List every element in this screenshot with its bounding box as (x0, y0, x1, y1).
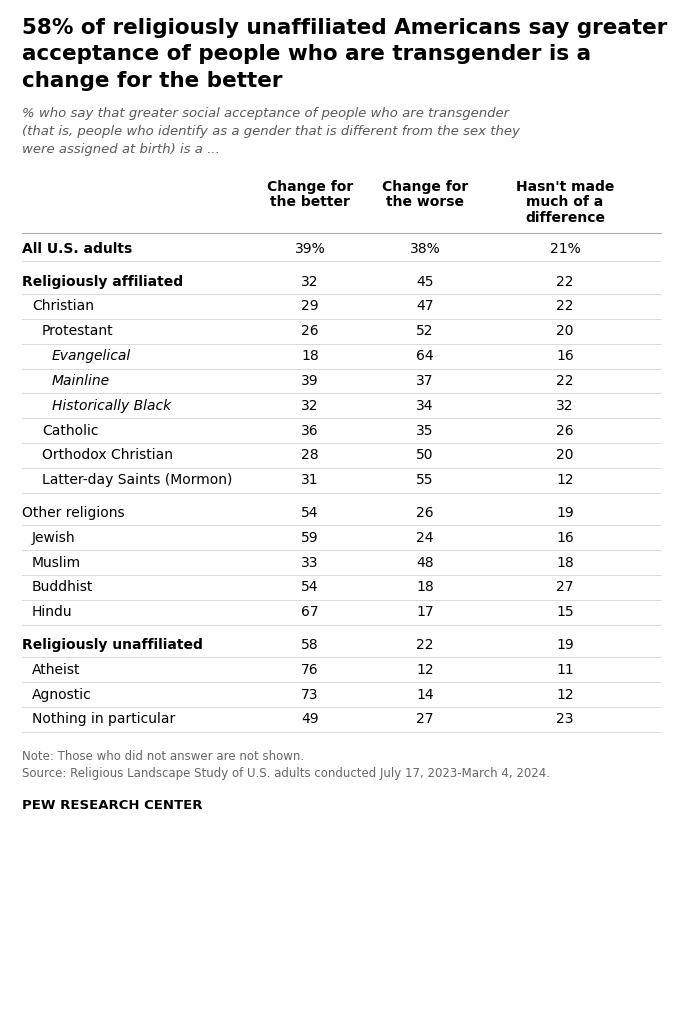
Text: the better: the better (270, 196, 350, 210)
Text: 12: 12 (416, 663, 434, 677)
Text: 47: 47 (416, 299, 434, 313)
Text: Evangelical: Evangelical (52, 349, 131, 364)
Text: Nothing in particular: Nothing in particular (32, 713, 176, 726)
Text: Catholic: Catholic (42, 424, 98, 437)
Text: 45: 45 (416, 274, 434, 289)
Text: 33: 33 (301, 555, 319, 569)
Text: 64: 64 (416, 349, 434, 364)
Text: 12: 12 (556, 687, 574, 701)
Text: 58% of religiously unaffiliated Americans say greater: 58% of religiously unaffiliated American… (22, 18, 667, 38)
Text: 19: 19 (556, 506, 574, 520)
Text: 34: 34 (416, 398, 434, 413)
Text: Protestant: Protestant (42, 325, 113, 338)
Text: Buddhist: Buddhist (32, 581, 94, 594)
Text: 24: 24 (416, 530, 434, 545)
Text: 73: 73 (301, 687, 319, 701)
Text: 52: 52 (416, 325, 434, 338)
Text: 20: 20 (556, 449, 574, 462)
Text: 29: 29 (301, 299, 319, 313)
Text: 22: 22 (556, 299, 574, 313)
Text: 22: 22 (556, 274, 574, 289)
Text: 12: 12 (556, 473, 574, 487)
Text: Source: Religious Landscape Study of U.S. adults conducted July 17, 2023-March 4: Source: Religious Landscape Study of U.S… (22, 767, 550, 779)
Text: Agnostic: Agnostic (32, 687, 92, 701)
Text: 19: 19 (556, 638, 574, 652)
Text: 15: 15 (556, 605, 574, 620)
Text: Historically Black: Historically Black (52, 398, 171, 413)
Text: difference: difference (525, 211, 605, 225)
Text: 23: 23 (556, 713, 574, 726)
Text: All U.S. adults: All U.S. adults (22, 242, 133, 256)
Text: 39%: 39% (294, 242, 325, 256)
Text: 36: 36 (301, 424, 319, 437)
Text: 20: 20 (556, 325, 574, 338)
Text: Other religions: Other religions (22, 506, 124, 520)
Text: 38%: 38% (410, 242, 441, 256)
Text: 54: 54 (301, 581, 319, 594)
Text: 14: 14 (416, 687, 434, 701)
Text: 76: 76 (301, 663, 319, 677)
Text: 32: 32 (301, 274, 319, 289)
Text: 17: 17 (416, 605, 434, 620)
Text: 54: 54 (301, 506, 319, 520)
Text: 11: 11 (556, 663, 574, 677)
Text: 55: 55 (416, 473, 434, 487)
Text: (that is, people who identify as a gender that is different from the sex they: (that is, people who identify as a gende… (22, 125, 520, 138)
Text: were assigned at birth) is a ...: were assigned at birth) is a ... (22, 142, 220, 156)
Text: 48: 48 (416, 555, 434, 569)
Text: Change for: Change for (382, 180, 468, 194)
Text: Latter-day Saints (Mormon): Latter-day Saints (Mormon) (42, 473, 232, 487)
Text: acceptance of people who are transgender is a: acceptance of people who are transgender… (22, 44, 591, 65)
Text: Religiously affiliated: Religiously affiliated (22, 274, 183, 289)
Text: Muslim: Muslim (32, 555, 81, 569)
Text: 26: 26 (416, 506, 434, 520)
Text: Mainline: Mainline (52, 374, 110, 388)
Text: 27: 27 (416, 713, 434, 726)
Text: 18: 18 (556, 555, 574, 569)
Text: Note: Those who did not answer are not shown.: Note: Those who did not answer are not s… (22, 750, 304, 763)
Text: 50: 50 (416, 449, 434, 462)
Text: Hasn't made: Hasn't made (516, 180, 614, 194)
Text: Atheist: Atheist (32, 663, 81, 677)
Text: 21%: 21% (550, 242, 581, 256)
Text: 59: 59 (301, 530, 319, 545)
Text: 37: 37 (416, 374, 434, 388)
Text: much of a: much of a (527, 196, 604, 210)
Text: % who say that greater social acceptance of people who are transgender: % who say that greater social acceptance… (22, 108, 509, 121)
Text: Orthodox Christian: Orthodox Christian (42, 449, 173, 462)
Text: 58: 58 (301, 638, 319, 652)
Text: change for the better: change for the better (22, 71, 283, 91)
Text: 39: 39 (301, 374, 319, 388)
Text: 26: 26 (556, 424, 574, 437)
Text: 28: 28 (301, 449, 319, 462)
Text: 49: 49 (301, 713, 319, 726)
Text: PEW RESEARCH CENTER: PEW RESEARCH CENTER (22, 799, 202, 812)
Text: Jewish: Jewish (32, 530, 76, 545)
Text: Change for: Change for (267, 180, 353, 194)
Text: Religiously unaffiliated: Religiously unaffiliated (22, 638, 203, 652)
Text: 18: 18 (416, 581, 434, 594)
Text: 18: 18 (301, 349, 319, 364)
Text: 22: 22 (556, 374, 574, 388)
Text: Hindu: Hindu (32, 605, 72, 620)
Text: 26: 26 (301, 325, 319, 338)
Text: 31: 31 (301, 473, 319, 487)
Text: Christian: Christian (32, 299, 94, 313)
Text: 35: 35 (416, 424, 434, 437)
Text: 67: 67 (301, 605, 319, 620)
Text: 22: 22 (416, 638, 434, 652)
Text: 32: 32 (556, 398, 574, 413)
Text: 32: 32 (301, 398, 319, 413)
Text: 16: 16 (556, 349, 574, 364)
Text: 16: 16 (556, 530, 574, 545)
Text: the worse: the worse (386, 196, 464, 210)
Text: 27: 27 (556, 581, 574, 594)
